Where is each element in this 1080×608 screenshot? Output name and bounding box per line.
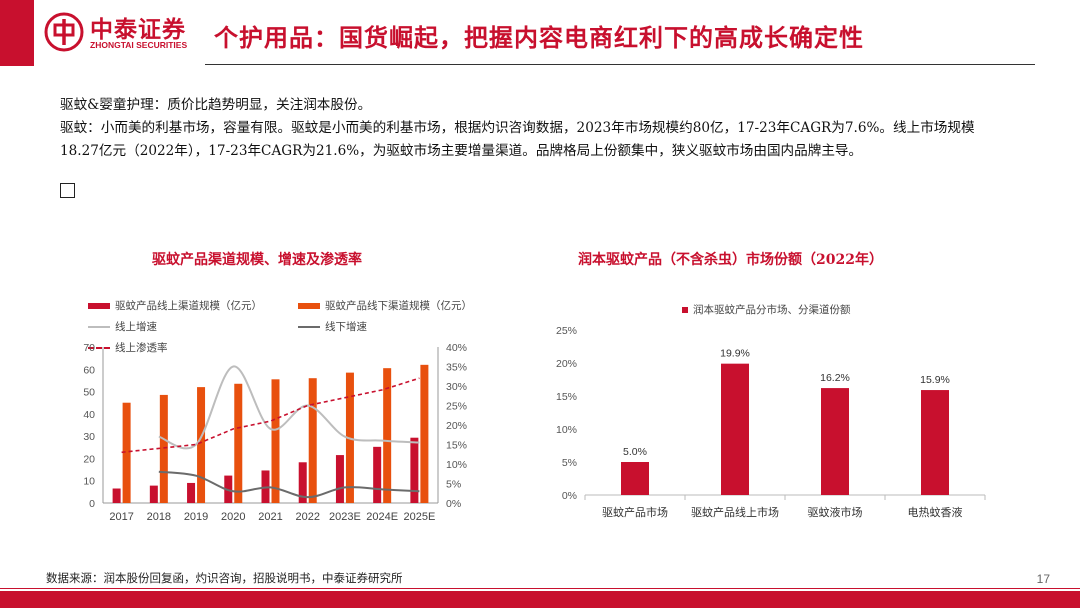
footer-line bbox=[0, 588, 1080, 589]
chart1-x-tick-label: 2017 bbox=[109, 511, 133, 523]
chart1-legend-penetration: 线上渗透率 bbox=[88, 340, 168, 355]
header-red-band bbox=[0, 0, 34, 66]
header-divider bbox=[205, 64, 1035, 65]
chart1-bar-online bbox=[335, 455, 344, 503]
chart1-x-tick-label: 2018 bbox=[147, 511, 171, 523]
chart1-bar-offline bbox=[122, 402, 131, 503]
chart1-line-offline-growth bbox=[158, 470, 420, 499]
chart2-y-tick-label: 5% bbox=[562, 457, 577, 469]
chart1-bar-online bbox=[410, 437, 419, 503]
data-source: 数据来源：润本股份回复函，灼识咨询，招股说明书，中泰证券研究所 bbox=[46, 571, 403, 585]
chart1-x-tick-label: 2019 bbox=[184, 511, 208, 523]
chart2-bar bbox=[621, 462, 649, 495]
chart1-right-tick-label: 40% bbox=[446, 342, 467, 354]
chart1-line-penetration bbox=[121, 377, 420, 454]
chart2-x-tick-label: 电热蚊香液 bbox=[908, 505, 963, 519]
logo-english-name: ZHONGTAI SECURITIES bbox=[90, 40, 188, 50]
chart1-title: 驱蚊产品渠道规模、增速及渗透率 bbox=[152, 252, 362, 268]
chart1-legend-offline-scale: 驱蚊产品线下渠道规模（亿元） bbox=[298, 298, 472, 313]
page-number: 17 bbox=[1036, 572, 1050, 586]
company-logo: 中泰证券 ZHONGTAI SECURITIES bbox=[44, 10, 194, 56]
chart2-data-label: 19.9% bbox=[720, 348, 750, 360]
chart1-x-tick-label: 2023E bbox=[329, 511, 361, 523]
chart2-x-tick-label: 驱蚊产品线上市场 bbox=[691, 505, 779, 519]
chart1-left-tick-label: 50 bbox=[83, 387, 95, 399]
chart1-x-tick-label: 2025E bbox=[403, 511, 435, 523]
footer-red-band bbox=[0, 591, 1080, 608]
chart2-legend: 润本驱蚊产品分市场、分渠道份额 bbox=[682, 302, 851, 317]
chart1-legend-online-growth: 线上增速 bbox=[88, 319, 157, 334]
chart1-legend-online-scale: 驱蚊产品线上渠道规模（亿元） bbox=[88, 298, 262, 313]
chart1-left-tick-label: 40 bbox=[83, 409, 95, 421]
chart1-bar-online bbox=[373, 446, 382, 503]
chart2-x-tick-label: 驱蚊产品市场 bbox=[602, 505, 668, 519]
chart1-x-tick-label: 2020 bbox=[221, 511, 245, 523]
chart1-line-online-growth bbox=[158, 365, 420, 450]
chart1-bar-online bbox=[298, 462, 307, 503]
chart2-title: 润本驱蚊产品（不含杀虫）市场份额（2022年） bbox=[578, 252, 883, 268]
body-text: 驱蚊&婴童护理：质价比趋势明显，关注润本股份。 驱蚊：小而美的利基市场，容量有限… bbox=[60, 94, 1000, 163]
chart2-y-tick-label: 20% bbox=[556, 358, 577, 370]
chart1-right-tick-label: 0% bbox=[446, 498, 461, 510]
chart1-bar-online bbox=[187, 482, 196, 503]
chart1-right-tick-label: 10% bbox=[446, 459, 467, 471]
chart2-y-tick-label: 25% bbox=[556, 325, 577, 337]
chart2-y-tick-label: 0% bbox=[562, 490, 577, 502]
empty-checkbox bbox=[60, 183, 75, 198]
logo-chinese-name: 中泰证券 bbox=[90, 17, 186, 43]
chart2-bar bbox=[821, 388, 849, 495]
chart1-left-tick-label: 70 bbox=[83, 342, 95, 354]
chart2-bar bbox=[921, 390, 949, 495]
chart1-bar-online bbox=[149, 485, 158, 503]
chart1-bar-offline bbox=[234, 383, 243, 503]
chart2-x-tick-label: 驱蚊液市场 bbox=[808, 505, 863, 519]
chart1-right-tick-label: 35% bbox=[446, 362, 467, 374]
chart2-data-label: 5.0% bbox=[623, 446, 647, 458]
chart2-y-tick-label: 10% bbox=[556, 424, 577, 436]
chart1-right-tick-label: 25% bbox=[446, 401, 467, 413]
chart1-x-tick-label: 2024E bbox=[366, 511, 398, 523]
chart2-bar bbox=[721, 363, 749, 495]
page-title: 个护用品：国货崛起，把握内容电商红利下的高成长确定性 bbox=[214, 23, 864, 52]
chart1-bar-online bbox=[112, 488, 121, 503]
body-line-1: 驱蚊&婴童护理：质价比趋势明显，关注润本股份。 bbox=[60, 97, 372, 113]
chart1-x-tick-label: 2021 bbox=[258, 511, 282, 523]
chart1-right-tick-label: 30% bbox=[446, 381, 467, 393]
chart1-bar-offline bbox=[383, 368, 392, 503]
chart1-x-tick-label: 2022 bbox=[295, 511, 319, 523]
chart2-y-tick-label: 15% bbox=[556, 391, 577, 403]
chart1-legend-offline-growth: 线下增速 bbox=[298, 319, 367, 334]
chart1-bar-offline bbox=[420, 364, 429, 503]
chart1-right-tick-label: 5% bbox=[446, 479, 461, 491]
chart1-left-tick-label: 10 bbox=[83, 476, 95, 488]
chart1-right-tick-label: 20% bbox=[446, 420, 467, 432]
chart1-bar-offline bbox=[271, 379, 280, 503]
logo-mark-icon bbox=[44, 12, 84, 52]
chart1-left-tick-label: 60 bbox=[83, 364, 95, 376]
chart1-bar-offline bbox=[159, 394, 168, 503]
chart1-left-tick-label: 0 bbox=[89, 498, 95, 510]
chart1-left-tick-label: 20 bbox=[83, 453, 95, 465]
chart2-data-label: 15.9% bbox=[920, 374, 950, 386]
chart1-bar-offline bbox=[197, 387, 206, 503]
chart1-right-tick-label: 15% bbox=[446, 440, 467, 452]
body-line-2: 驱蚊：小而美的利基市场，容量有限。驱蚊是小而美的利基市场，根据灼识咨询数据，20… bbox=[60, 120, 975, 159]
chart1-left-tick-label: 30 bbox=[83, 431, 95, 443]
chart1-bar-offline bbox=[308, 378, 317, 503]
chart2-data-label: 16.2% bbox=[820, 372, 850, 384]
